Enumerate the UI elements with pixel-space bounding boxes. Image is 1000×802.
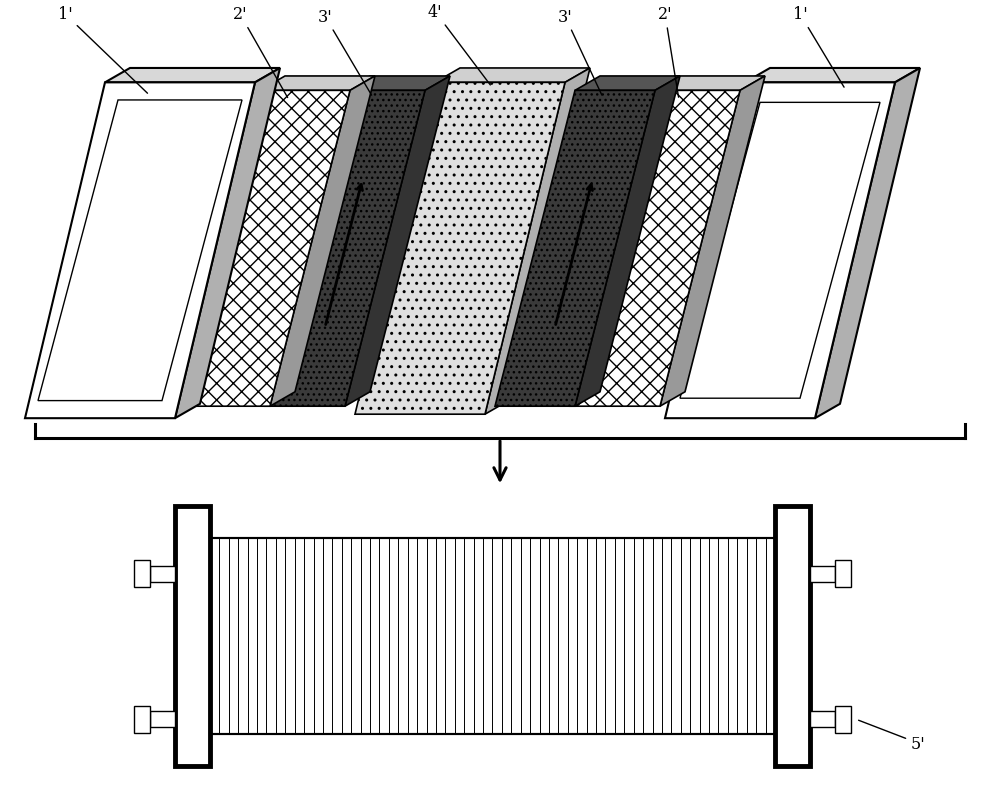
Polygon shape [345, 77, 450, 407]
Polygon shape [575, 77, 680, 91]
Bar [810, 711, 835, 727]
Polygon shape [38, 101, 242, 401]
Text: 1': 1' [58, 6, 147, 94]
Polygon shape [345, 77, 450, 91]
Polygon shape [270, 77, 375, 407]
Bar [150, 566, 175, 582]
Text: 5': 5' [859, 720, 926, 751]
Text: 2': 2' [658, 6, 679, 98]
Bar [835, 561, 851, 588]
Polygon shape [105, 69, 280, 83]
Polygon shape [745, 69, 920, 83]
Polygon shape [435, 69, 590, 83]
Polygon shape [260, 77, 375, 91]
Polygon shape [485, 69, 590, 415]
Text: 4': 4' [428, 4, 490, 86]
Polygon shape [175, 69, 280, 419]
Polygon shape [665, 83, 895, 419]
Bar [810, 566, 835, 582]
Polygon shape [660, 77, 765, 407]
Polygon shape [265, 91, 425, 407]
Polygon shape [495, 91, 655, 407]
Polygon shape [355, 83, 565, 415]
Bar [775, 507, 810, 766]
Text: 2': 2' [233, 6, 288, 99]
Polygon shape [680, 103, 880, 399]
Bar [210, 538, 775, 734]
Polygon shape [815, 69, 920, 419]
Text: 3': 3' [318, 9, 372, 96]
Bar [175, 507, 210, 766]
Bar [134, 706, 150, 733]
Bar [150, 711, 175, 727]
Text: 3': 3' [558, 9, 602, 96]
Polygon shape [180, 91, 350, 407]
Bar [835, 706, 851, 733]
Bar [134, 561, 150, 588]
Polygon shape [650, 77, 765, 91]
Polygon shape [25, 83, 255, 419]
Polygon shape [575, 77, 680, 407]
Polygon shape [570, 91, 740, 407]
Text: 1': 1' [793, 6, 844, 88]
